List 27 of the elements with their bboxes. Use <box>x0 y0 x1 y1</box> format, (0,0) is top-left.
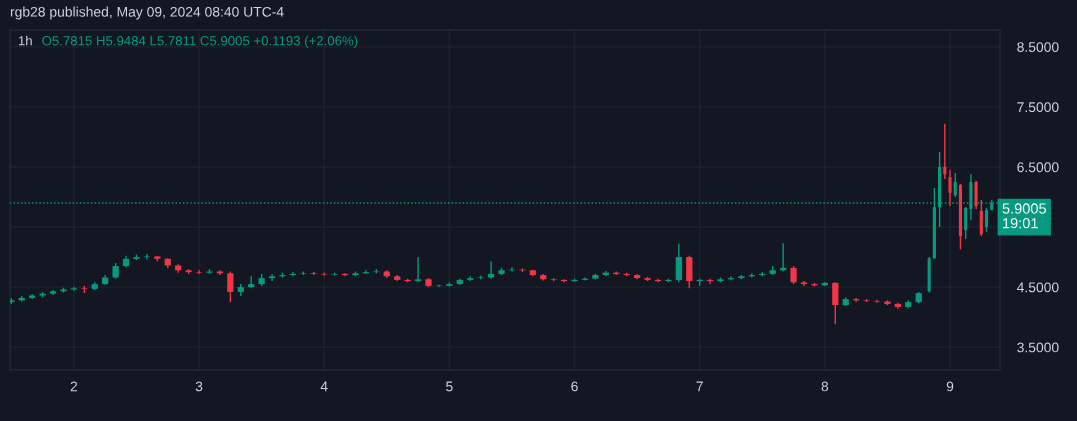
y-tick-label: 3.5000 <box>1017 342 1059 353</box>
candlestick <box>984 207 989 233</box>
x-tick-label: 2 <box>70 381 78 392</box>
y-tick-label: 7.5000 <box>1017 102 1059 113</box>
x-tick-label: 9 <box>946 381 954 392</box>
candlestick <box>414 256 422 283</box>
chart-title: rgb28 published, May 09, 2024 08:40 UTC-4 <box>10 6 284 20</box>
candlestick <box>832 281 839 326</box>
y-tick-label: 4.5000 <box>1016 282 1059 293</box>
ref-line-label: 5.9005 19:01 <box>1002 203 1046 229</box>
candlestick <box>143 253 151 261</box>
candlestick <box>268 273 276 282</box>
x-tick-label: 8 <box>821 381 829 392</box>
x-tick-label: 3 <box>195 381 203 392</box>
annotation: O5.7815 H5.9484 L5.7811 C5.9005 +0.1193 (+2.06%) <box>42 35 358 49</box>
x-tick-label: 6 <box>571 381 578 392</box>
candlestick <box>873 299 881 304</box>
y-tick-label: 8.5000 <box>1017 42 1059 52</box>
x-tick-label: 4 <box>320 381 328 392</box>
x-tick-label: 7 <box>696 381 703 392</box>
candlestick <box>227 270 234 303</box>
y-tick-label: 6.5000 <box>1017 162 1059 173</box>
chart-subtitle: 1h <box>18 35 32 46</box>
candlestick <box>195 269 203 275</box>
x-tick-label: 5 <box>446 381 453 392</box>
candlestick <box>790 265 797 285</box>
candlestick <box>675 243 682 283</box>
